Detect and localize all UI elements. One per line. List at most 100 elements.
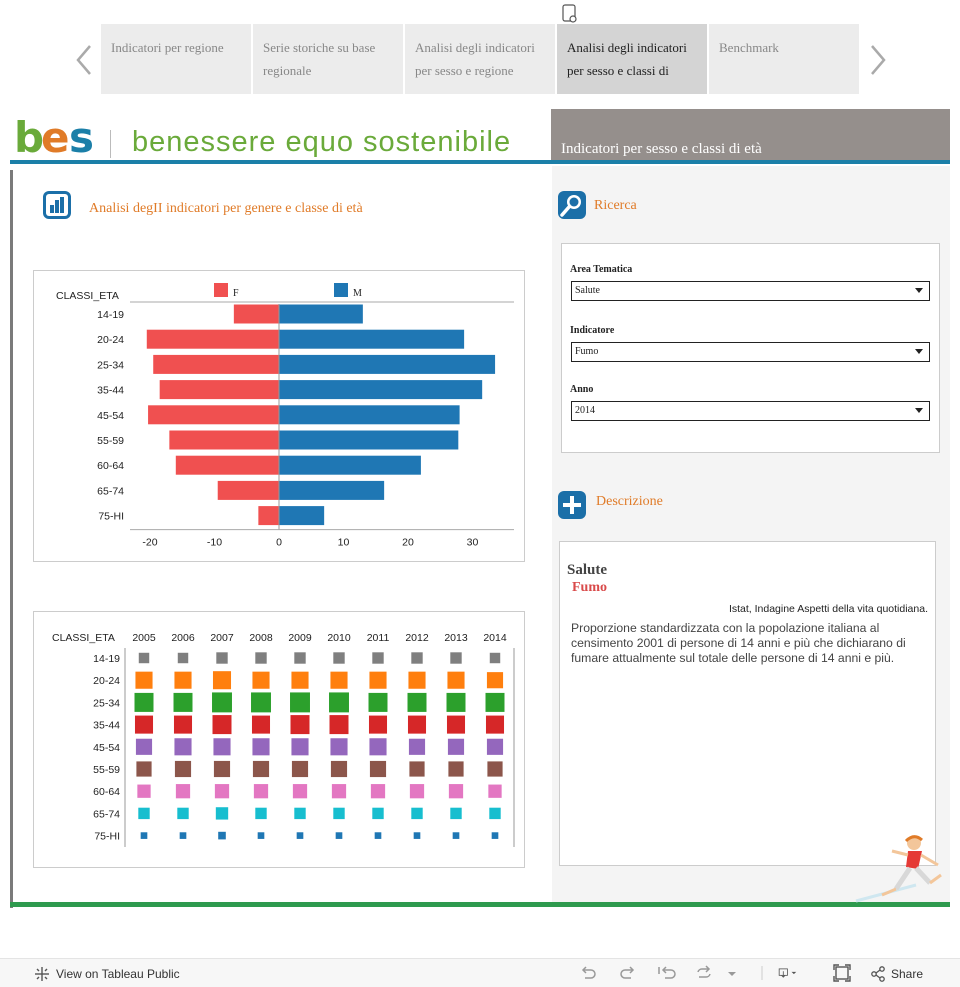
bar-female[interactable] bbox=[169, 430, 279, 450]
heat-square[interactable] bbox=[335, 832, 343, 839]
bar-male[interactable] bbox=[279, 354, 496, 374]
heat-square[interactable] bbox=[413, 832, 421, 839]
bar-male[interactable] bbox=[279, 480, 385, 500]
heat-square[interactable] bbox=[174, 671, 192, 689]
heat-square[interactable] bbox=[330, 738, 348, 756]
heat-square[interactable] bbox=[489, 652, 501, 664]
heat-square[interactable] bbox=[368, 715, 388, 734]
heat-square[interactable] bbox=[369, 738, 387, 756]
view-on-tableau-public-link[interactable]: View on Tableau Public bbox=[34, 966, 180, 982]
heat-square[interactable] bbox=[290, 715, 310, 735]
refresh-dropdown-icon[interactable] bbox=[722, 964, 736, 982]
heat-square[interactable] bbox=[489, 807, 501, 820]
heat-square[interactable] bbox=[137, 784, 151, 798]
heat-square[interactable] bbox=[212, 671, 232, 690]
heat-square[interactable] bbox=[173, 715, 193, 734]
heat-square[interactable] bbox=[214, 784, 230, 799]
heat-square[interactable] bbox=[136, 761, 152, 777]
heat-square[interactable] bbox=[173, 692, 193, 712]
heat-square[interactable] bbox=[140, 832, 148, 839]
heat-square[interactable] bbox=[374, 832, 382, 839]
bar-male[interactable] bbox=[279, 405, 460, 425]
heat-square[interactable] bbox=[447, 671, 465, 689]
heat-square[interactable] bbox=[291, 738, 309, 756]
heat-square[interactable] bbox=[485, 715, 505, 734]
heat-square[interactable] bbox=[255, 807, 267, 820]
heat-square[interactable] bbox=[450, 807, 462, 820]
heat-square[interactable] bbox=[138, 807, 150, 820]
heat-square[interactable] bbox=[218, 831, 226, 840]
heat-square[interactable] bbox=[409, 761, 425, 777]
bar-female[interactable] bbox=[148, 405, 279, 425]
heat-square[interactable] bbox=[174, 738, 192, 756]
heat-square[interactable] bbox=[369, 760, 387, 778]
heat-square[interactable] bbox=[252, 671, 270, 689]
heat-square[interactable] bbox=[253, 784, 269, 799]
heat-square[interactable] bbox=[486, 738, 504, 755]
bar-female[interactable] bbox=[258, 506, 279, 526]
heat-square[interactable] bbox=[292, 784, 308, 799]
bar-female[interactable] bbox=[146, 329, 279, 349]
previous-story-point-button[interactable] bbox=[72, 40, 96, 80]
bar-male[interactable] bbox=[279, 380, 483, 400]
heat-square[interactable] bbox=[255, 652, 267, 664]
heat-square[interactable] bbox=[372, 807, 384, 820]
heat-square[interactable] bbox=[251, 692, 271, 713]
heat-square[interactable] bbox=[409, 784, 425, 799]
heat-square[interactable] bbox=[452, 832, 460, 839]
heat-square[interactable] bbox=[368, 692, 388, 712]
next-story-point-button[interactable] bbox=[866, 40, 890, 80]
heat-square[interactable] bbox=[329, 692, 349, 713]
refresh-icon[interactable] bbox=[694, 964, 714, 982]
heat-square[interactable] bbox=[135, 671, 153, 689]
bar-male[interactable] bbox=[279, 304, 363, 324]
heat-square[interactable] bbox=[330, 671, 348, 689]
heat-square[interactable] bbox=[294, 807, 306, 820]
heat-square[interactable] bbox=[177, 807, 189, 820]
heat-square[interactable] bbox=[411, 807, 423, 820]
heat-square[interactable] bbox=[408, 738, 426, 755]
undo-icon[interactable] bbox=[578, 964, 598, 982]
fullscreen-icon[interactable] bbox=[832, 964, 852, 982]
heat-square[interactable] bbox=[450, 652, 462, 664]
heat-square[interactable] bbox=[134, 715, 154, 734]
heat-square[interactable] bbox=[213, 760, 231, 778]
heat-square[interactable] bbox=[291, 671, 309, 689]
bar-male[interactable] bbox=[279, 430, 459, 450]
bar-female[interactable] bbox=[233, 304, 279, 324]
heat-square[interactable] bbox=[491, 832, 499, 839]
heat-square[interactable] bbox=[333, 807, 345, 820]
heat-square[interactable] bbox=[179, 832, 187, 839]
heat-square[interactable] bbox=[487, 761, 503, 777]
heat-square[interactable] bbox=[252, 760, 270, 778]
story-tab-sesso-regione[interactable]: Analisi degli indicatori per sesso e reg… bbox=[405, 24, 555, 94]
heat-square[interactable] bbox=[331, 784, 347, 799]
heat-square[interactable] bbox=[138, 652, 150, 664]
heat-square[interactable] bbox=[296, 832, 304, 839]
heat-square[interactable] bbox=[134, 692, 154, 712]
heat-square[interactable] bbox=[257, 832, 265, 839]
heat-square[interactable] bbox=[447, 738, 465, 755]
heat-square[interactable] bbox=[252, 738, 270, 756]
heat-square[interactable] bbox=[448, 784, 464, 799]
heat-square[interactable] bbox=[175, 784, 191, 799]
heat-square[interactable] bbox=[411, 652, 423, 664]
heat-square[interactable] bbox=[135, 738, 153, 755]
heat-square[interactable] bbox=[330, 760, 348, 778]
download-icon[interactable] bbox=[778, 964, 812, 982]
indicatore-select[interactable]: Fumo bbox=[571, 342, 930, 362]
heat-square[interactable] bbox=[333, 652, 345, 664]
story-tab-serie-storiche[interactable]: Serie storiche su base regionale bbox=[253, 24, 403, 94]
heat-square[interactable] bbox=[407, 715, 427, 734]
heat-square[interactable] bbox=[488, 784, 502, 798]
heat-square[interactable] bbox=[212, 715, 232, 735]
bar-female[interactable] bbox=[153, 354, 279, 374]
heat-square[interactable] bbox=[294, 652, 306, 664]
story-tab-sesso-classi[interactable]: Analisi degli indicatori per sesso e cla… bbox=[557, 24, 707, 94]
heat-square[interactable] bbox=[215, 807, 229, 820]
heat-square[interactable] bbox=[369, 671, 387, 689]
anno-select[interactable]: 2014 bbox=[571, 401, 930, 421]
heat-square[interactable] bbox=[290, 692, 310, 713]
heat-square[interactable] bbox=[174, 760, 192, 778]
story-tab-indicatori-regione[interactable]: Indicatori per regione bbox=[101, 24, 251, 94]
